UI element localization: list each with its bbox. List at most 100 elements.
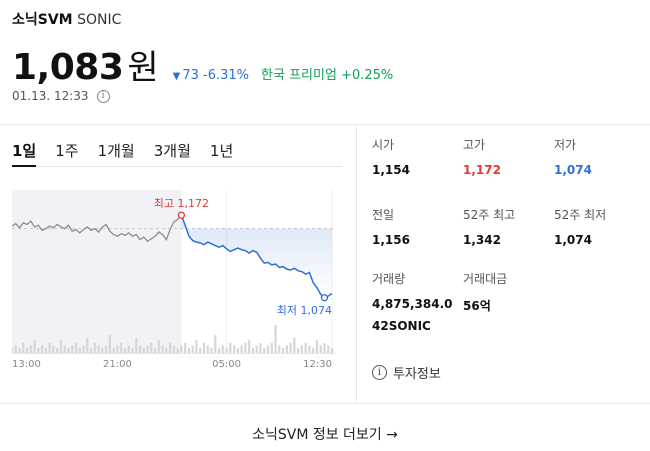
price-area — [181, 215, 332, 298]
volume-bar — [67, 347, 70, 353]
stat-value: 4,875,384.0 — [372, 297, 453, 311]
volume-bar — [172, 345, 175, 353]
volume-bar — [78, 347, 81, 353]
volume-bar — [300, 345, 303, 353]
invest-info-link[interactable]: i 투자정보 — [372, 363, 441, 382]
volume-bar — [248, 340, 251, 353]
volume-bar — [225, 347, 228, 353]
x-tick-label: 12:30 — [303, 359, 332, 370]
volume-bar — [138, 345, 142, 353]
volume-bar — [157, 340, 160, 353]
stat-open: 시가 1,154 — [372, 136, 462, 177]
tab-1m[interactable]: 1개월 — [97, 142, 135, 160]
timestamp: 01.13. 12:33 — [12, 89, 89, 103]
volume-bar — [199, 347, 202, 353]
tab-3m[interactable]: 3개월 — [153, 142, 191, 160]
tab-1w[interactable]: 1주 — [55, 142, 79, 160]
stat-unit: 42SONIC — [372, 319, 431, 333]
volume-bar — [285, 345, 288, 353]
coin-symbol: SONIC — [77, 12, 122, 28]
volume-bar — [71, 345, 74, 353]
volume-bar — [315, 340, 319, 353]
divider — [356, 125, 357, 403]
volume-bar — [33, 340, 36, 353]
volume-bar — [123, 347, 127, 353]
volume-bar — [187, 347, 191, 353]
volume-bar — [251, 347, 255, 353]
premium-value: +0.25% — [341, 68, 394, 83]
high-label: 최고 1,172 — [154, 197, 209, 210]
volume-bar — [105, 345, 108, 353]
change-percent: -6.31% — [203, 68, 250, 83]
volume-bar — [233, 345, 236, 353]
info-icon: i — [372, 365, 387, 380]
period-tabs: 1일 1주 1개월 3개월 1년 — [12, 140, 252, 161]
stat-low: 저가 1,074 — [554, 136, 644, 177]
stat-value: 56억 — [463, 299, 491, 313]
divider — [0, 403, 650, 404]
volume-bar — [304, 342, 307, 353]
volume-bar — [176, 347, 179, 353]
volume-bar — [153, 347, 157, 353]
volume-bar — [217, 347, 221, 353]
price-chart[interactable]: 최고 1,172 최저 1,074 13:00 21:00 05:00 12:30 — [12, 178, 342, 373]
stat-trade-value: 거래대금 56억 — [463, 270, 553, 314]
volume-bar — [112, 347, 115, 353]
stat-label: 52주 최고 — [463, 208, 516, 222]
volume-bar — [93, 342, 96, 353]
volume-bar — [206, 345, 209, 353]
volume-bar — [74, 342, 78, 353]
timestamp-row: 01.13. 12:33 i — [12, 89, 110, 103]
volume-bar — [191, 345, 194, 353]
coin-header: 소닉SVM SONIC — [12, 9, 121, 29]
volume-bar — [214, 335, 217, 353]
premium-label: 한국 프리미엄 — [261, 68, 337, 83]
stat-label: 시가 — [372, 138, 395, 152]
volume-bar — [44, 347, 47, 353]
x-tick-label: 13:00 — [12, 359, 41, 370]
volume-bar — [169, 342, 172, 353]
volume-bar — [161, 345, 164, 353]
volume-bar — [180, 345, 183, 353]
more-info-link[interactable]: 소닉SVM 정보 더보기 → — [252, 427, 398, 443]
low-marker — [320, 294, 329, 302]
past-session-shade — [12, 190, 182, 353]
volume-bar — [259, 342, 262, 353]
stat-label: 고가 — [463, 138, 486, 152]
volume-bar — [131, 347, 134, 353]
tabs-baseline — [12, 166, 342, 167]
volume-bar — [56, 347, 59, 353]
stat-value: 1,154 — [372, 163, 410, 177]
volume-bar — [297, 347, 300, 353]
stat-value: 1,074 — [554, 233, 592, 247]
stat-label: 저가 — [554, 138, 577, 152]
volume-bar — [327, 345, 330, 353]
volume-bar — [274, 325, 277, 353]
volume-bar — [210, 347, 213, 353]
volume-bar — [308, 345, 311, 353]
volume-bar — [59, 340, 63, 353]
stat-value: 1,156 — [372, 233, 410, 247]
stat-52w-high: 52주 최고 1,342 — [463, 206, 553, 247]
volume-bar — [289, 342, 292, 353]
volume-bar — [270, 342, 273, 353]
volume-bar — [97, 345, 100, 353]
volume-bar — [266, 345, 270, 353]
volume-bar — [127, 345, 130, 353]
tab-1d[interactable]: 1일 — [12, 142, 37, 160]
volume-bar — [263, 347, 266, 353]
volume-bar — [63, 345, 66, 353]
tab-1y[interactable]: 1년 — [209, 142, 234, 160]
stat-high: 고가 1,172 — [463, 136, 553, 177]
volume-bar — [165, 347, 168, 353]
stat-prev-close: 전일 1,156 — [372, 206, 462, 247]
volume-bar — [323, 342, 326, 353]
info-icon[interactable]: i — [96, 89, 110, 103]
low-label: 최저 1,074 — [277, 304, 332, 317]
x-tick-label: 05:00 — [212, 359, 241, 370]
x-tick-label: 21:00 — [103, 359, 132, 370]
volume-bar — [229, 342, 232, 353]
stat-value: 1,342 — [463, 233, 501, 247]
volume-bar — [12, 347, 14, 353]
stat-value: 1,172 — [463, 163, 501, 177]
